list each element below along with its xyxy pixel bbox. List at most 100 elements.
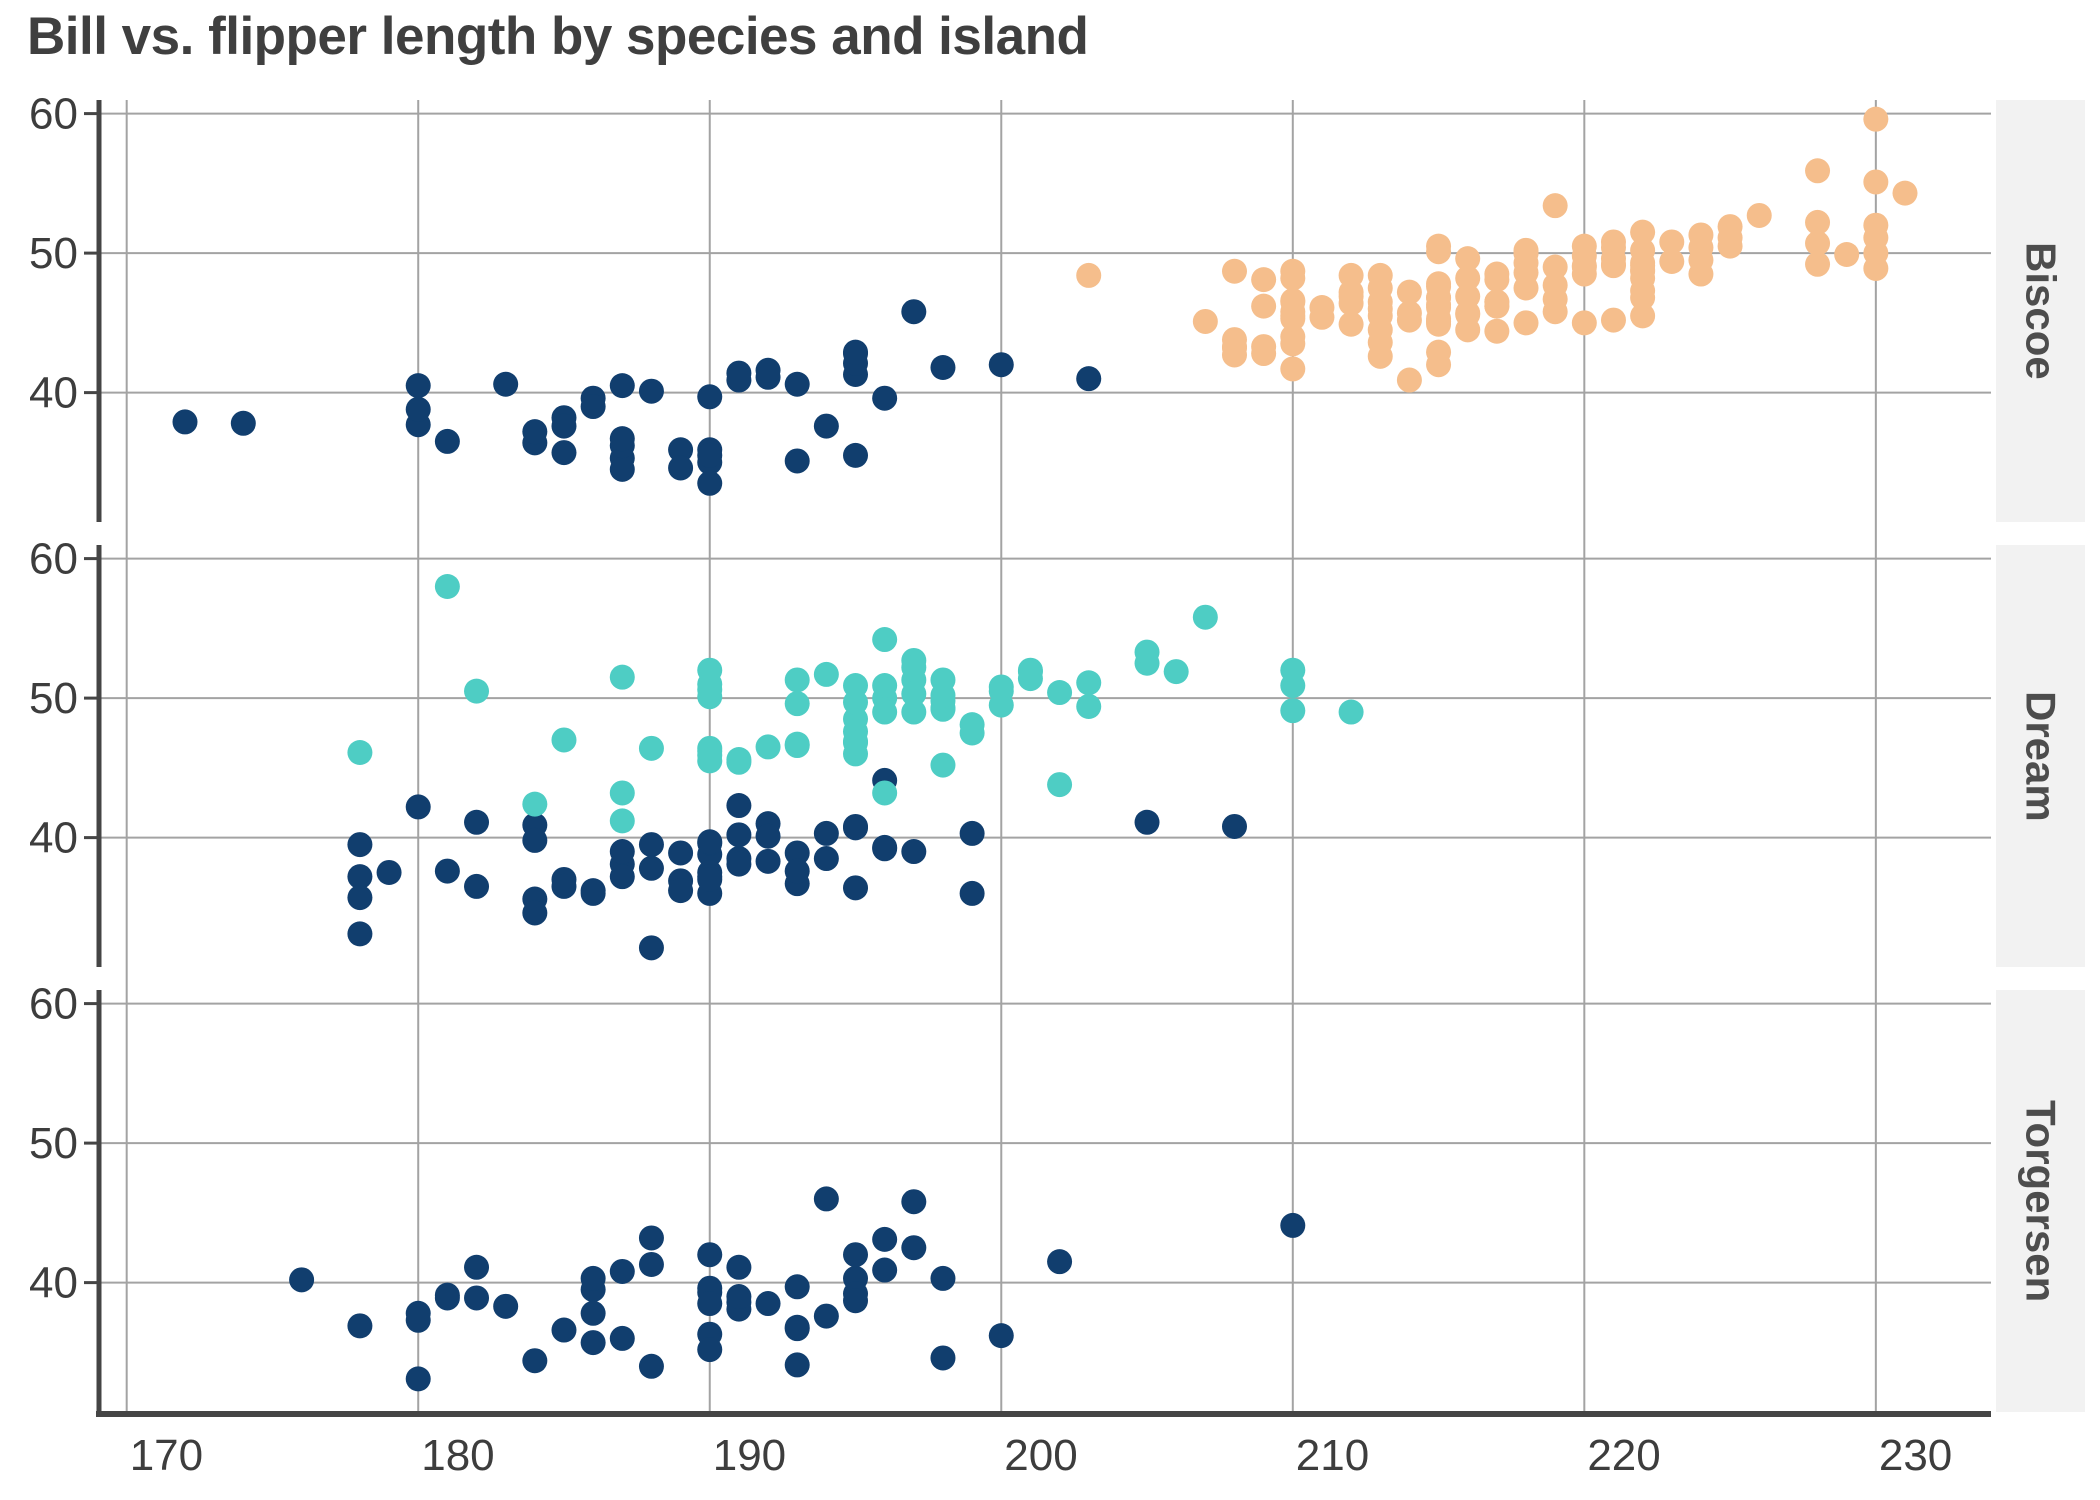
- data-point-gentoo: [1338, 279, 1364, 305]
- data-point-gentoo: [1630, 303, 1656, 329]
- data-point-chinstrap: [872, 780, 898, 806]
- data-point-gentoo: [1542, 272, 1568, 298]
- data-point-adelie: [434, 1285, 460, 1311]
- data-point-adelie: [755, 357, 781, 383]
- data-point-adelie: [638, 855, 664, 881]
- data-point-gentoo: [1630, 219, 1656, 245]
- data-point-adelie: [726, 1284, 752, 1310]
- data-point-gentoo: [1542, 193, 1568, 219]
- data-point-chinstrap: [638, 735, 664, 761]
- data-point-gentoo: [1892, 180, 1918, 206]
- data-point-gentoo: [1455, 283, 1481, 309]
- data-point-adelie: [522, 1348, 548, 1374]
- data-point-chinstrap: [1017, 659, 1043, 685]
- data-point-chinstrap: [609, 808, 635, 834]
- data-point-chinstrap: [872, 627, 898, 653]
- data-point-gentoo: [1455, 317, 1481, 343]
- data-point-chinstrap: [872, 699, 898, 725]
- data-point-adelie: [609, 1325, 635, 1351]
- data-point-gentoo: [1426, 285, 1452, 311]
- data-point-adelie: [784, 840, 810, 866]
- data-point-adelie: [901, 1235, 927, 1261]
- data-point-gentoo: [1863, 212, 1889, 238]
- data-point-adelie: [697, 829, 723, 855]
- data-point-gentoo: [1076, 262, 1102, 288]
- data-point-adelie: [522, 900, 548, 926]
- data-point-gentoo: [1805, 158, 1831, 184]
- data-point-gentoo: [1426, 311, 1452, 337]
- facet-strip-label: Biscoe: [2017, 242, 2065, 380]
- data-point-adelie: [901, 299, 927, 325]
- data-point-chinstrap: [1047, 680, 1073, 706]
- data-point-gentoo: [1513, 260, 1539, 286]
- data-point-adelie: [959, 820, 985, 846]
- data-point-adelie: [405, 396, 431, 422]
- data-point-adelie: [988, 352, 1014, 378]
- data-point-adelie: [726, 367, 752, 393]
- data-point-chinstrap: [347, 740, 373, 766]
- data-point-adelie: [464, 873, 490, 899]
- data-point-adelie: [493, 371, 519, 397]
- data-point-gentoo: [1805, 251, 1831, 277]
- data-point-chinstrap: [1047, 772, 1073, 798]
- data-point-adelie: [347, 1313, 373, 1339]
- data-point-gentoo: [1863, 169, 1889, 195]
- data-point-adelie: [726, 1254, 752, 1280]
- data-point-adelie: [638, 1225, 664, 1251]
- data-point-chinstrap: [1280, 698, 1306, 724]
- data-point-adelie: [580, 878, 606, 904]
- data-point-adelie: [434, 428, 460, 454]
- data-point-gentoo: [1426, 339, 1452, 365]
- data-point-chinstrap: [522, 791, 548, 817]
- data-point-gentoo: [1659, 248, 1685, 274]
- data-point-adelie: [609, 426, 635, 452]
- data-point-gentoo: [1338, 311, 1364, 337]
- data-point-adelie: [697, 384, 723, 410]
- data-point-adelie: [551, 440, 577, 466]
- data-point-adelie: [551, 413, 577, 439]
- data-point-gentoo: [1484, 261, 1510, 287]
- data-point-adelie: [580, 394, 606, 420]
- data-point-adelie: [930, 354, 956, 380]
- data-point-adelie: [609, 1258, 635, 1284]
- data-point-adelie: [1076, 366, 1102, 392]
- data-point-adelie: [580, 1265, 606, 1291]
- data-point-gentoo: [1630, 253, 1656, 279]
- data-point-gentoo: [1542, 299, 1568, 325]
- data-point-adelie: [843, 875, 869, 901]
- data-point-adelie: [638, 1251, 664, 1277]
- data-point-adelie: [580, 1330, 606, 1356]
- data-point-adelie: [668, 840, 694, 866]
- data-point-gentoo: [1251, 341, 1277, 367]
- data-point-adelie: [289, 1267, 315, 1293]
- data-point-gentoo: [1280, 265, 1306, 291]
- data-point-adelie: [813, 820, 839, 846]
- data-point-adelie: [843, 442, 869, 468]
- data-point-chinstrap: [901, 681, 927, 707]
- y-tick-label: 50: [29, 674, 78, 723]
- data-point-chinstrap: [930, 752, 956, 778]
- data-point-gentoo: [1571, 243, 1597, 269]
- data-point-gentoo: [1717, 225, 1743, 251]
- data-point-adelie: [784, 448, 810, 474]
- data-point-gentoo: [1280, 356, 1306, 382]
- data-point-adelie: [464, 1254, 490, 1280]
- data-point-adelie: [843, 815, 869, 841]
- data-point-chinstrap: [697, 684, 723, 710]
- data-point-gentoo: [1571, 261, 1597, 287]
- data-point-chinstrap: [1076, 670, 1102, 696]
- data-point-adelie: [813, 413, 839, 439]
- y-tick-label: 60: [29, 90, 78, 139]
- data-point-gentoo: [1688, 261, 1714, 287]
- data-point-gentoo: [1455, 246, 1481, 272]
- data-point-adelie: [726, 793, 752, 819]
- data-point-gentoo: [1280, 331, 1306, 357]
- y-tick-label: 60: [29, 535, 78, 584]
- facet-strip-dream: Dream: [1996, 545, 2085, 967]
- data-point-adelie: [609, 456, 635, 482]
- data-point-gentoo: [1746, 202, 1772, 228]
- y-tick-label: 40: [29, 369, 78, 418]
- data-point-adelie: [697, 1337, 723, 1363]
- data-point-adelie: [405, 794, 431, 820]
- data-point-adelie: [405, 1307, 431, 1333]
